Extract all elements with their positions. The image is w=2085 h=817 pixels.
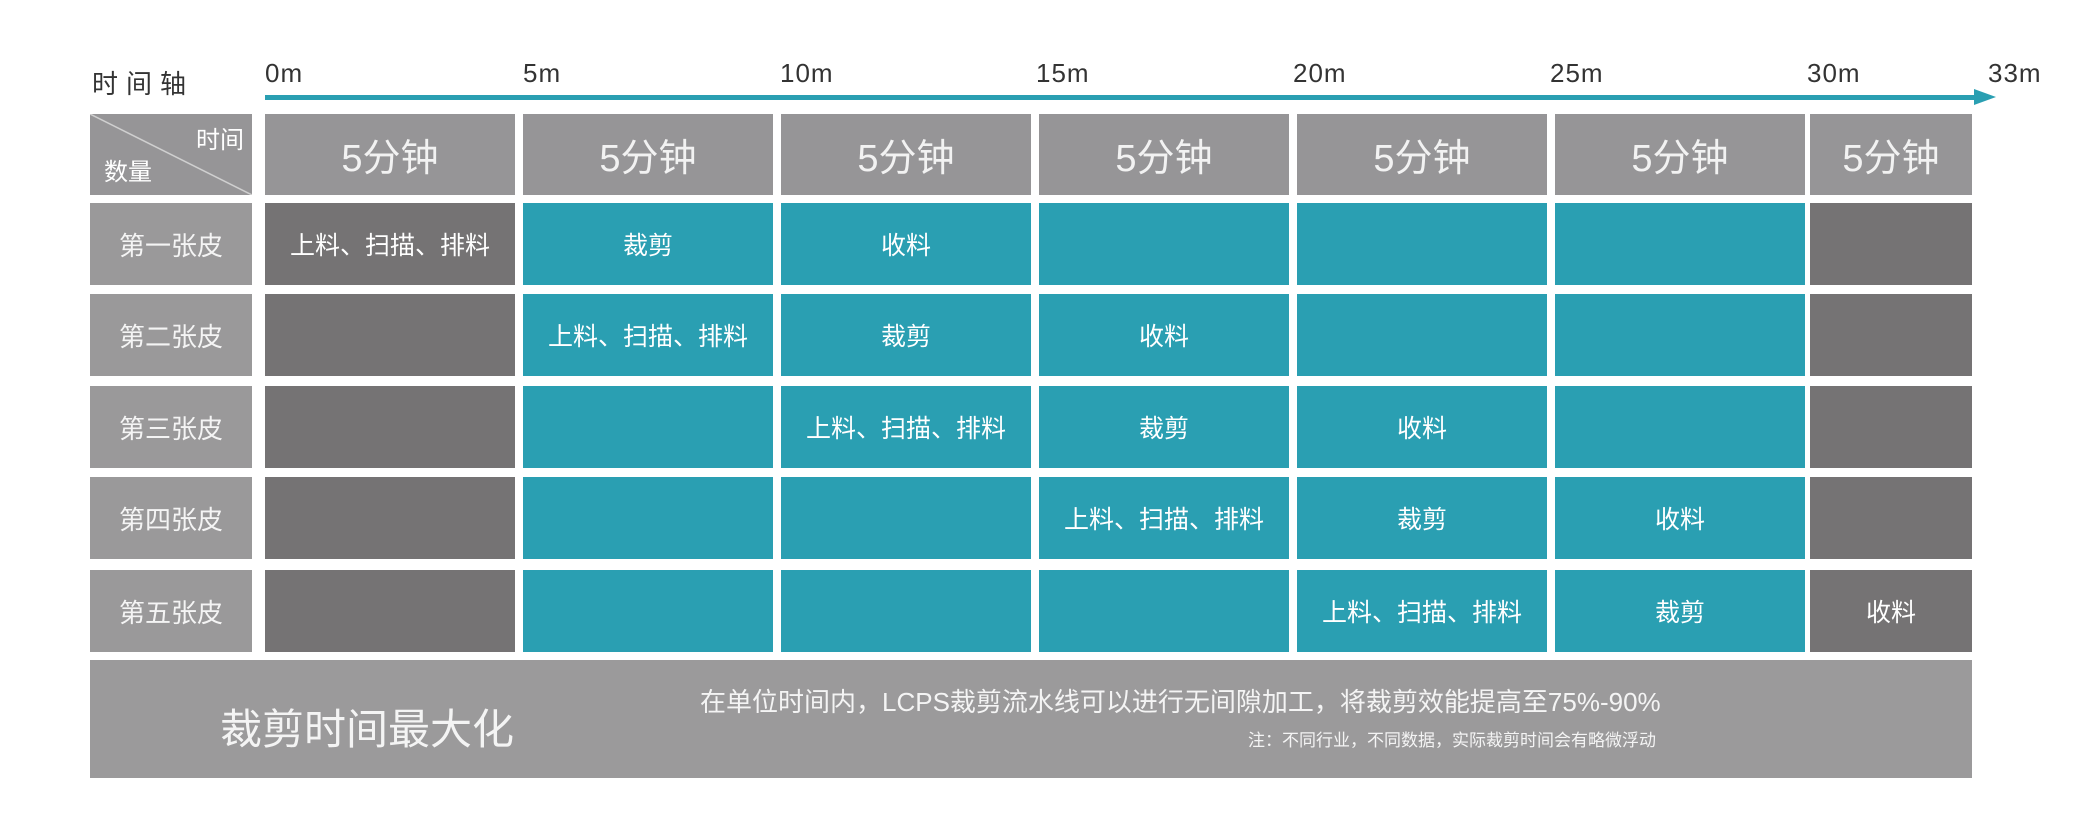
schedule-cell [1297, 203, 1547, 285]
schedule-cell [1555, 203, 1805, 285]
tick-label: 15m [1036, 58, 1090, 88]
time-slot-header: 5分钟 [523, 114, 773, 195]
corner-time-label: 时间 [196, 127, 244, 154]
summary-footer: 裁剪时间最大化 在单位时间内，LCPS裁剪流水线可以进行无间隙加工，将裁剪效能提… [90, 660, 1972, 778]
time-slot-header: 5分钟 [265, 114, 515, 195]
row-label: 第五张皮 [90, 570, 252, 652]
tick-label: 33m [1988, 58, 2042, 88]
time-slot-header: 5分钟 [1555, 114, 1805, 195]
corner-header-cell: 时间 数量 [90, 114, 252, 195]
time-slot-header: 5分钟 [781, 114, 1031, 195]
time-slot-header: 5分钟 [1297, 114, 1547, 195]
row-label: 第一张皮 [90, 203, 252, 285]
schedule-cell [1810, 294, 1972, 376]
schedule-cell: 上料、扫描、排料 [523, 294, 773, 376]
tick-label: 20m [1293, 58, 1347, 88]
timeline-axis-line [265, 95, 1977, 100]
tick-label: 5m [523, 58, 562, 88]
schedule-cell: 裁剪 [1297, 477, 1547, 559]
schedule-cell: 裁剪 [1039, 386, 1289, 468]
footer-note: 注：不同行业，不同数据，实际裁剪时间会有略微浮动 [1248, 731, 1656, 750]
row-label: 第四张皮 [90, 477, 252, 559]
time-slot-header: 5分钟 [1810, 114, 1972, 195]
schedule-cell [781, 477, 1031, 559]
schedule-cell: 裁剪 [523, 203, 773, 285]
schedule-cell [1297, 294, 1547, 376]
tick-label: 25m [1550, 58, 1604, 88]
tick-label: 30m [1807, 58, 1861, 88]
schedule-cell [523, 477, 773, 559]
diagonal-divider [90, 114, 252, 195]
schedule-cell: 收料 [1810, 570, 1972, 652]
schedule-cell [265, 386, 515, 468]
row-label: 第二张皮 [90, 294, 252, 376]
schedule-cell: 上料、扫描、排料 [781, 386, 1031, 468]
schedule-cell: 上料、扫描、排料 [265, 203, 515, 285]
schedule-cell [1555, 294, 1805, 376]
row-label: 第三张皮 [90, 386, 252, 468]
schedule-cell [1039, 203, 1289, 285]
schedule-cell [523, 570, 773, 652]
schedule-cell: 收料 [1039, 294, 1289, 376]
schedule-cell: 裁剪 [1555, 570, 1805, 652]
schedule-cell [265, 294, 515, 376]
schedule-cell: 收料 [1555, 477, 1805, 559]
schedule-cell: 上料、扫描、排料 [1297, 570, 1547, 652]
arrow-right-icon [1974, 89, 1996, 105]
schedule-cell [1810, 203, 1972, 285]
timeline-title: 时间轴 [92, 69, 195, 99]
schedule-cell [1039, 570, 1289, 652]
schedule-cell: 收料 [1297, 386, 1547, 468]
tick-label: 0m [265, 58, 304, 88]
corner-quantity-label: 数量 [104, 159, 152, 186]
schedule-cell [781, 570, 1031, 652]
time-slot-header: 5分钟 [1039, 114, 1289, 195]
schedule-cell: 上料、扫描、排料 [1039, 477, 1289, 559]
schedule-cell [1810, 386, 1972, 468]
schedule-cell: 收料 [781, 203, 1031, 285]
footer-headline: 裁剪时间最大化 [220, 706, 515, 753]
footer-main-text: 在单位时间内，LCPS裁剪流水线可以进行无间隙加工，将裁剪效能提高至75%-90… [700, 687, 1661, 717]
schedule-cell [265, 570, 515, 652]
schedule-cell [523, 386, 773, 468]
schedule-cell [1810, 477, 1972, 559]
schedule-cell [1555, 386, 1805, 468]
schedule-cell [265, 477, 515, 559]
schedule-cell: 裁剪 [781, 294, 1031, 376]
tick-label: 10m [780, 58, 834, 88]
